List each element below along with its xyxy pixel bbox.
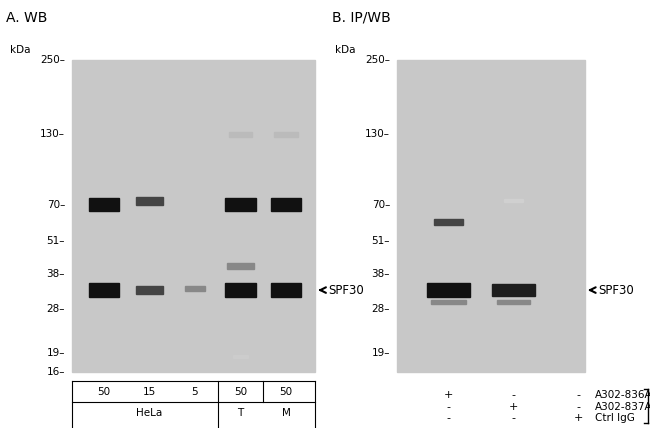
Bar: [233, 354, 248, 358]
Text: 28–: 28–: [47, 304, 65, 314]
Text: 38–: 38–: [47, 269, 65, 279]
Text: SPF30: SPF30: [328, 284, 364, 297]
Text: 38–: 38–: [372, 269, 390, 279]
Text: +: +: [574, 413, 583, 423]
Text: -: -: [512, 390, 515, 400]
Text: B. IP/WB: B. IP/WB: [332, 11, 390, 25]
Text: kDa: kDa: [335, 45, 356, 55]
Text: -: -: [447, 413, 450, 423]
Text: 51–: 51–: [372, 235, 390, 246]
Bar: [430, 300, 467, 304]
Bar: [136, 197, 163, 205]
Text: A. WB: A. WB: [6, 11, 48, 25]
Text: 19–: 19–: [47, 348, 65, 358]
Text: 50: 50: [234, 386, 247, 397]
Bar: [274, 132, 298, 137]
Text: 70–: 70–: [47, 199, 65, 210]
Text: 28–: 28–: [372, 304, 390, 314]
Text: 16–: 16–: [47, 367, 65, 377]
Text: +: +: [444, 390, 453, 400]
Text: 250–: 250–: [40, 55, 65, 65]
Bar: [88, 198, 120, 211]
Text: -: -: [577, 401, 580, 412]
Bar: [396, 60, 585, 372]
Text: -: -: [577, 390, 580, 400]
Text: M: M: [281, 408, 291, 418]
Text: T: T: [237, 408, 244, 418]
Bar: [185, 286, 205, 291]
Text: 5: 5: [192, 386, 198, 397]
Text: 50: 50: [98, 386, 111, 397]
Text: 130–: 130–: [365, 129, 390, 139]
Text: HeLa: HeLa: [136, 408, 162, 418]
Bar: [225, 283, 256, 297]
Bar: [504, 199, 523, 202]
Text: 50: 50: [280, 386, 292, 397]
Text: SPF30: SPF30: [598, 284, 634, 297]
Text: kDa: kDa: [10, 45, 31, 55]
Bar: [428, 283, 469, 297]
Text: -: -: [512, 413, 515, 423]
Bar: [227, 264, 254, 269]
Bar: [72, 60, 315, 372]
Bar: [136, 286, 162, 294]
Text: 250–: 250–: [365, 55, 390, 65]
Bar: [434, 219, 463, 226]
Text: 15: 15: [143, 386, 156, 397]
Text: 70–: 70–: [372, 199, 390, 210]
Text: 130–: 130–: [40, 129, 65, 139]
Bar: [271, 198, 301, 211]
Text: A302-836A: A302-836A: [595, 390, 650, 400]
Bar: [497, 300, 530, 304]
Text: 19–: 19–: [372, 348, 390, 358]
Text: 51–: 51–: [47, 235, 65, 246]
Text: +: +: [509, 401, 518, 412]
Text: Ctrl IgG: Ctrl IgG: [595, 413, 634, 423]
Text: -: -: [447, 401, 450, 412]
Bar: [229, 132, 252, 137]
Bar: [493, 284, 534, 297]
Bar: [225, 198, 256, 211]
Bar: [271, 283, 301, 297]
Bar: [88, 283, 120, 297]
Text: A302-837A: A302-837A: [595, 401, 650, 412]
